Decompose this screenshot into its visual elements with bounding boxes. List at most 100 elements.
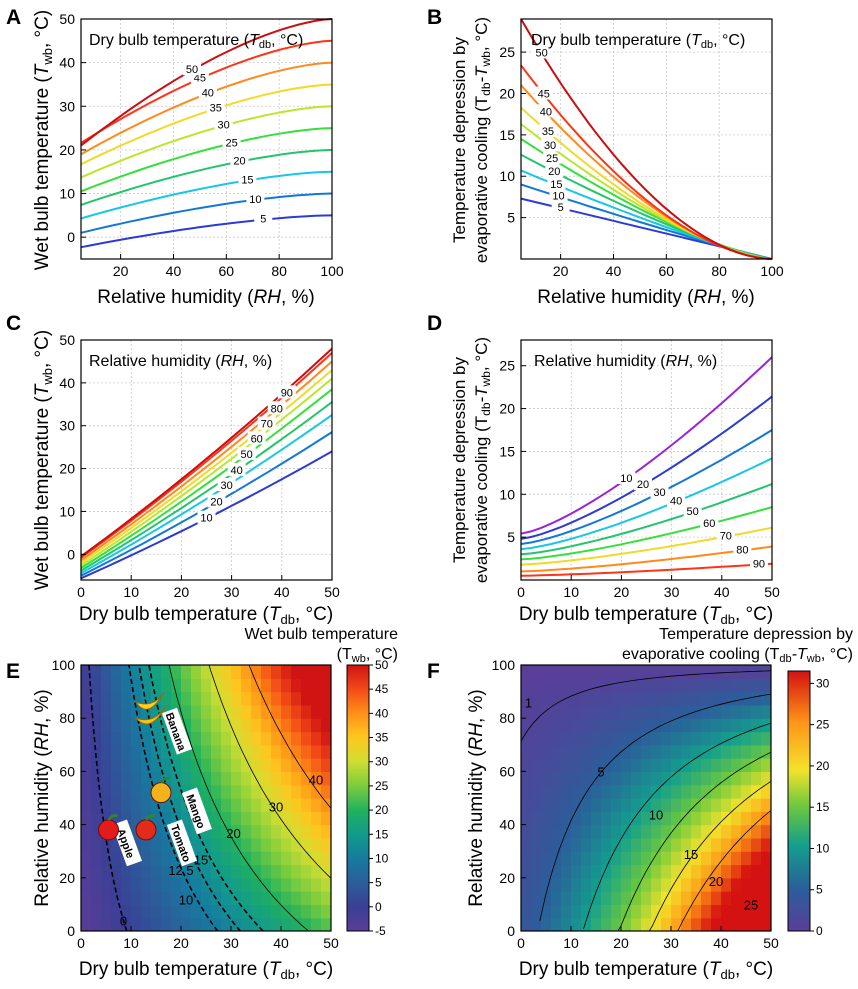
heat-cell [261,851,272,866]
heat-cell [321,851,331,866]
heat-cell [231,691,242,706]
heat-cell [201,704,212,719]
panel-c: 10 20 30 40 50 60 70 80 90 0 10 20 30 40 50 0 10 20 30 40 5… [32,330,340,627]
heat-cell [571,704,582,719]
heat-cell [321,877,331,892]
series-label: 30 [653,487,665,499]
heat-cell [621,891,632,905]
y-tick-label: 10 [499,486,515,502]
contour-line [617,751,771,931]
heat-cell [221,864,232,879]
heat-cell [651,731,662,746]
heat-cell [601,731,612,746]
series-label-bg [214,117,233,131]
heat-cell [661,864,672,879]
heat-cell [161,891,172,905]
heat-cell [531,798,542,812]
heat-cell [201,678,212,693]
heat-cell [101,917,112,931]
heat-cell [241,691,252,706]
series-label-bg [541,138,560,152]
heat-cell [571,665,582,679]
heat-cell [561,744,572,759]
heat-cell [111,851,122,866]
colorbar-tick-label: 25 [375,779,389,793]
heat-cell [281,704,292,719]
heat-cell [81,877,92,892]
panel-c-ticks: 0 10 20 30 40 50 0 10 20 30 40 50 [59,332,340,600]
series-label-bg [683,504,702,518]
heat-cell [761,704,771,719]
heat-cell [671,851,682,866]
heat-cell [221,704,232,719]
heat-cell [761,904,771,919]
heat-cell [271,904,282,919]
heat-cell [551,798,562,812]
heat-cell [671,798,682,812]
heat-cell [311,744,322,759]
panel-f-ticks: 0 10 20 30 40 50 0 20 40 60 80 100 [492,657,779,951]
heat-cell [721,917,732,931]
heat-cell [311,704,322,719]
heat-cell [591,718,602,733]
heat-cell [721,864,732,879]
heat-cell [751,811,762,826]
heat-cell [211,718,222,733]
heat-cell [141,758,152,772]
heat-cell [301,904,312,919]
heat-cell [601,718,612,733]
contour-label: 40 [309,773,323,788]
contour-label: 12.5 [168,863,193,878]
heat-cell [641,758,652,772]
heat-cell [151,678,162,693]
heat-cell [311,678,322,693]
colorbar-tick-label: -5 [375,924,386,938]
heat-cell [551,731,562,746]
heat-cell [121,758,132,772]
heat-cell [631,891,642,905]
heat-cell [181,691,192,706]
heat-cell [141,917,152,931]
heat-cell [711,891,722,905]
heat-cell [541,718,552,733]
heat-cell [241,877,252,892]
series-label: 25 [546,153,558,165]
heat-cell [711,877,722,892]
contour-label: 1 [525,696,532,711]
panel-f-xlabel: Dry bulb temperature (Tdb, °C) [519,959,773,982]
series-label: 30 [220,480,232,492]
heat-cell [621,811,632,826]
y-tick-label: 100 [492,657,516,673]
heat-cell [261,824,272,839]
heat-cell [151,811,162,826]
heat-cell [571,904,582,919]
heat-cell [681,917,692,931]
series-label: 30 [218,120,230,132]
heat-cell [561,904,572,919]
heat-cell [591,877,602,892]
heat-cell [661,798,672,812]
heat-cell [531,758,542,772]
x-tick-label: 40 [166,263,182,279]
panel-b-title: Dry bulb temperature (Tdb, °C) [531,32,745,51]
heat-cell [551,811,562,826]
heat-cell [251,824,262,839]
heat-cell [91,891,102,905]
y-tick-label: 25 [499,44,515,60]
series-line [80,214,333,249]
heat-cell [81,784,92,799]
heat-cell [91,798,102,812]
heat-cell [271,851,282,866]
heat-cell [541,678,552,693]
heat-cell [191,758,202,772]
heat-cell [291,851,302,866]
heat-cell [581,758,592,772]
heat-cell [321,811,331,826]
heat-cell [621,665,632,679]
heat-cell [621,837,632,852]
heat-cell [571,784,582,799]
heat-cell [241,837,252,852]
series-line [80,347,333,558]
heat-cell [201,851,212,866]
